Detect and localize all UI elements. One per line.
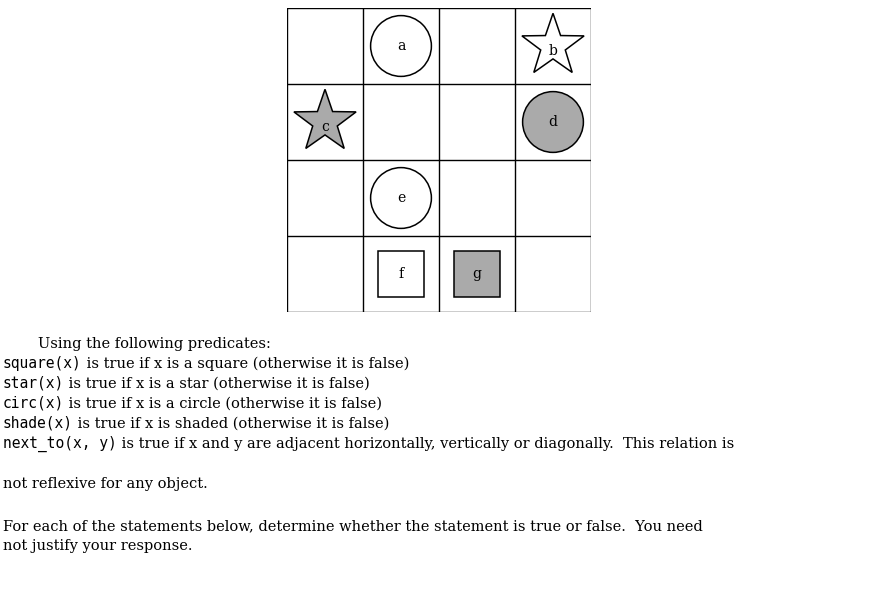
- Text: is true if x is a square (otherwise it is false): is true if x is a square (otherwise it i…: [82, 357, 409, 371]
- Text: not reflexive for any object.: not reflexive for any object.: [3, 477, 207, 491]
- Text: Using the following predicates:: Using the following predicates:: [38, 337, 271, 351]
- Text: circ(x): circ(x): [3, 396, 65, 411]
- Text: not justify your response.: not justify your response.: [3, 539, 192, 553]
- Text: is true if x and y are adjacent horizontally, vertically or diagonally.  This re: is true if x and y are adjacent horizont…: [117, 437, 734, 451]
- Text: shade(x): shade(x): [3, 416, 73, 431]
- Text: is true if x is shaded (otherwise it is false): is true if x is shaded (otherwise it is …: [73, 417, 389, 431]
- Text: c: c: [321, 120, 329, 134]
- Text: square(x): square(x): [3, 356, 82, 371]
- Text: is true if x is a circle (otherwise it is false): is true if x is a circle (otherwise it i…: [65, 397, 382, 411]
- Text: a: a: [397, 39, 405, 53]
- Circle shape: [370, 16, 431, 76]
- Text: d: d: [548, 115, 557, 129]
- Circle shape: [370, 167, 431, 229]
- Bar: [378, 251, 424, 297]
- Text: For each of the statements below, determine whether the statement is true or fal: For each of the statements below, determ…: [3, 519, 703, 533]
- Text: next_to(x, y): next_to(x, y): [3, 436, 117, 452]
- Circle shape: [523, 92, 583, 152]
- Text: star(x): star(x): [3, 376, 65, 391]
- Polygon shape: [294, 89, 356, 148]
- Text: is true if x is a star (otherwise it is false): is true if x is a star (otherwise it is …: [65, 377, 370, 391]
- Text: g: g: [472, 267, 481, 281]
- Text: f: f: [399, 267, 403, 281]
- Polygon shape: [522, 13, 584, 73]
- Text: e: e: [397, 191, 405, 205]
- Text: b: b: [548, 43, 557, 57]
- Bar: [455, 251, 500, 297]
